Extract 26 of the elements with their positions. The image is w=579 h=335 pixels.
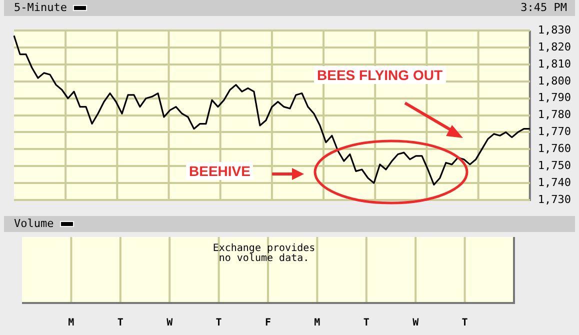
y-tick-label: 1,830 bbox=[538, 23, 572, 36]
category-label: T bbox=[117, 318, 124, 329]
category-label: F bbox=[264, 318, 272, 329]
category-label: W bbox=[412, 318, 420, 329]
chart-title: 5-Minute bbox=[14, 0, 68, 16]
y-tick-label: 1,780 bbox=[538, 108, 572, 122]
annotation: BEEHIVE bbox=[186, 162, 254, 180]
y-tick-label: 1,770 bbox=[538, 125, 572, 138]
chart-subtitle: 3:45 PM bbox=[520, 0, 567, 16]
y-tick-label: 1,730 bbox=[538, 192, 572, 206]
y-tick-label: 1,790 bbox=[538, 91, 572, 104]
category-label: M bbox=[68, 318, 74, 329]
category-label: W bbox=[166, 318, 174, 329]
y-tick-label: 1,750 bbox=[538, 158, 572, 172]
text: Volume bbox=[14, 216, 55, 232]
category-label: T bbox=[216, 318, 222, 329]
category-label: T bbox=[363, 318, 370, 329]
annotation: BEES FLYING OUT bbox=[314, 66, 446, 84]
category-label: M bbox=[314, 318, 320, 329]
y-tick-label: 1,810 bbox=[538, 57, 572, 70]
y-tick-label: 1,740 bbox=[538, 176, 572, 189]
category-label: T bbox=[462, 318, 468, 329]
text: Exchange provides no volume data. bbox=[212, 243, 316, 264]
y-tick-label: 1,760 bbox=[538, 142, 572, 156]
y-tick-label: 1,820 bbox=[538, 40, 572, 54]
y-tick-label: 1,800 bbox=[538, 74, 572, 88]
